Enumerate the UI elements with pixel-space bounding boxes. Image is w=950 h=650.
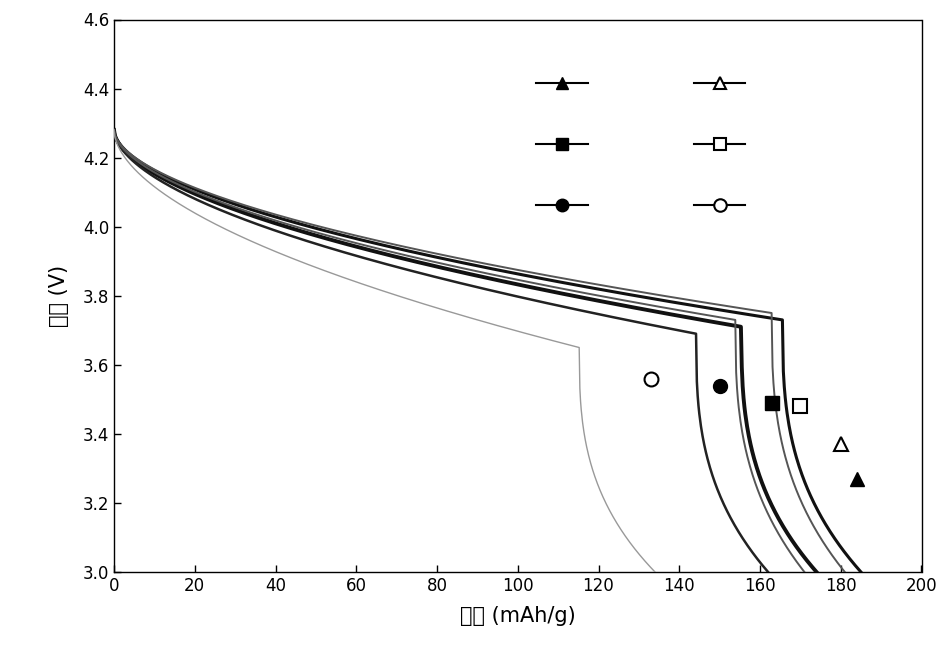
Y-axis label: 电压 (V): 电压 (V) [48,265,68,327]
X-axis label: 容量 (mAh/g): 容量 (mAh/g) [460,606,576,626]
